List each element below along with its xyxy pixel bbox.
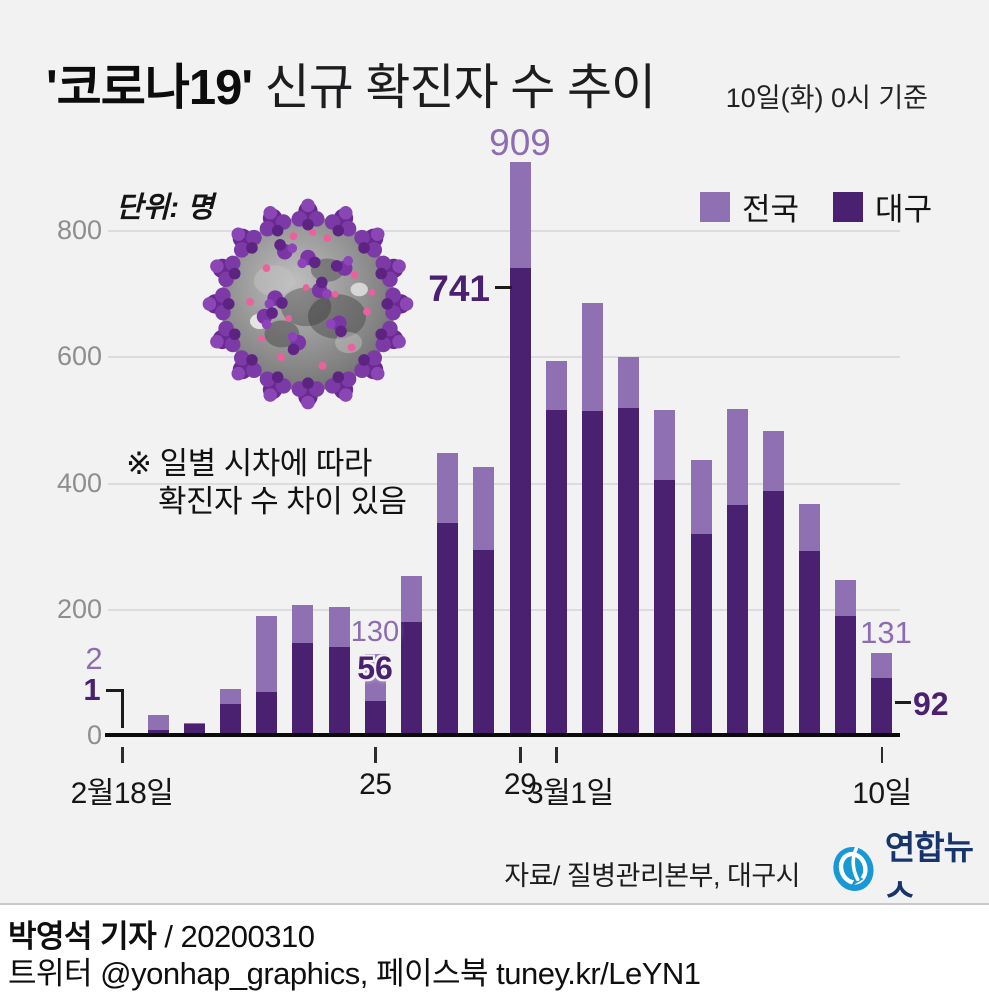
gridline (108, 608, 900, 611)
legend-label-daegu: 대구 (875, 192, 933, 227)
bar-nationwide-segment (509, 162, 531, 736)
x-axis-label: 10일 (852, 777, 912, 810)
bar-nationwide-segment (835, 579, 857, 736)
legend-label-nationwide: 전국 (742, 192, 800, 227)
x-axis-label: 3월1일 (526, 777, 614, 810)
reporter-name: 박영석 기자 (8, 919, 157, 954)
gridline (108, 356, 900, 359)
bar-daegu-segment (364, 700, 386, 736)
bar-daegu-segment (509, 268, 531, 736)
page-title: '코로나19' 신규 확진자 수 추이 (46, 48, 657, 119)
bar-nationwide-segment (328, 606, 350, 736)
gridline (108, 482, 900, 485)
bar-daegu-segment (147, 729, 169, 736)
bar-daegu-segment (437, 522, 459, 736)
bar-nationwide-segment (292, 604, 314, 736)
bar-nationwide-segment (762, 431, 784, 736)
x-axis-label: 25 (359, 768, 392, 801)
coronavirus-illustration (202, 198, 414, 410)
annotation-feb18-total: 2 (85, 641, 103, 676)
annotation-mar10-daegu: 92 (913, 686, 949, 722)
bar-nationwide-segment (147, 714, 169, 736)
x-axis-tick (374, 747, 377, 763)
legend-swatch-nationwide (700, 191, 730, 222)
bar-daegu-segment (581, 411, 603, 736)
source-credit: 자료/ 질병관리본부, 대구시 (504, 861, 800, 891)
x-axis-label: 29 (503, 768, 537, 801)
bar-nationwide-segment (871, 653, 893, 736)
bar-daegu-segment (835, 616, 857, 736)
bar-daegu-segment (473, 549, 495, 736)
footer-divider (0, 903, 989, 905)
annotation-feb29-total: 909 (489, 122, 551, 163)
x-axis-tick (880, 747, 884, 763)
bar-nationwide-segment (799, 504, 821, 736)
yonhap-logo-icon (833, 846, 874, 892)
bar-nationwide-segment (401, 576, 423, 736)
asof-date: 10일(화) 0시 기준 (725, 83, 928, 113)
annotation-mar10-total: 131 (860, 615, 912, 650)
annotation-feb29-tick (495, 286, 512, 289)
bar-nationwide-segment (183, 723, 205, 736)
x-axis-tick (555, 747, 558, 763)
bar-nationwide-segment (473, 466, 495, 736)
x-axis-label: 2월18일 (70, 777, 174, 810)
bar-nationwide-segment (545, 360, 567, 736)
y-axis-label: 800 (56, 215, 102, 246)
bar-daegu-segment (618, 407, 640, 736)
gridline (108, 230, 900, 233)
unit-label: 단위: 명 (116, 192, 214, 224)
annotation-feb18-daegu: 1 (83, 672, 101, 707)
social-credit: 트위터 @yonhap_graphics, 페이스북 tuney.kr/LeYN… (8, 956, 701, 991)
bar-daegu-segment (401, 622, 423, 736)
legend-swatch-daegu (833, 191, 864, 222)
credit-date: / 20200310 (156, 919, 315, 954)
y-axis-label: 600 (56, 341, 102, 372)
bar-nationwide-segment (581, 303, 603, 736)
bar-nationwide-segment (618, 357, 640, 736)
bar-nationwide-segment (364, 653, 386, 736)
bar-daegu-segment (871, 677, 893, 736)
bar-nationwide-segment (256, 616, 278, 736)
y-axis-label: 200 (56, 593, 102, 624)
x-axis-tick (121, 747, 124, 763)
bar-daegu-segment (654, 480, 676, 736)
bar-nationwide-segment (690, 459, 712, 736)
bar-daegu-segment (762, 490, 784, 736)
annotation-mar10-tick (895, 701, 911, 704)
bar-daegu-segment (183, 724, 205, 736)
bar-daegu-segment (292, 642, 314, 736)
annotation-feb18-bracket-top (106, 689, 123, 692)
annotation-feb29-daegu: 741 (428, 268, 490, 309)
y-axis-label: 400 (56, 467, 102, 498)
title-rest: 신규 확진자 수 추이 (252, 61, 657, 115)
bar-nationwide-segment (220, 689, 242, 736)
bar-daegu-segment (545, 410, 567, 736)
bar-daegu-segment (799, 551, 821, 736)
bar-nationwide-segment (654, 410, 676, 736)
x-axis-line (105, 733, 900, 737)
bar-nationwide-segment (437, 452, 459, 736)
y-axis-label: 0 (86, 720, 102, 750)
credits-background (0, 905, 989, 995)
yonhap-logo: 연합뉴스 (828, 829, 988, 914)
title-keyword: '코로나19' (46, 61, 253, 115)
x-axis-tick (519, 747, 522, 763)
reporter-credit: 박영석 기자 / 20200310 (8, 911, 315, 956)
annotation-feb25-total: 130 (350, 616, 400, 648)
annotation-feb25-daegu: 56 (357, 650, 393, 686)
annotation-feb18-bracket-side (121, 689, 124, 728)
bar-daegu-segment (726, 505, 748, 736)
bar-daegu-segment (220, 704, 242, 736)
bar-daegu-segment (256, 691, 278, 736)
note-line-2: 확진자 수 차이 있음 (158, 484, 407, 519)
bar-daegu-segment (690, 534, 712, 736)
bar-daegu-segment (328, 647, 350, 736)
chart-legend: 전국 대구 (700, 184, 954, 229)
note-line-1: ※ 일별 시차에 따라 (126, 446, 372, 481)
bar-nationwide-segment (726, 409, 748, 736)
